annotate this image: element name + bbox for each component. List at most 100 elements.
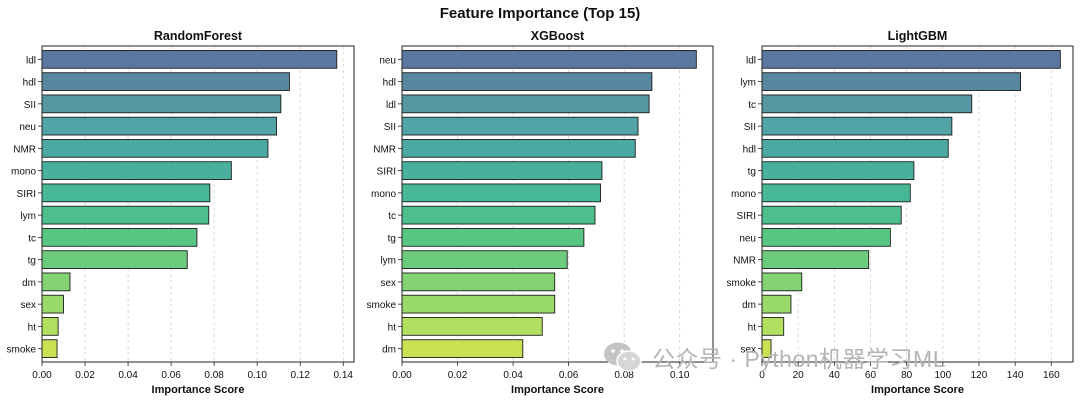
x-tick-label: 0.10 xyxy=(247,370,267,381)
bar-NMR xyxy=(41,139,269,158)
x-tick-label: 0.00 xyxy=(32,370,52,381)
y-tick-label: hdl xyxy=(383,78,396,89)
bar-tc xyxy=(41,228,198,247)
axes-frame xyxy=(41,45,355,363)
x-tick-label: 0.14 xyxy=(334,370,354,381)
y-tick-label: SII xyxy=(384,122,396,133)
y-tick-label: SII xyxy=(744,122,756,133)
bar-lym xyxy=(41,205,210,225)
y-tick-label: tc xyxy=(388,211,396,222)
bar-sex xyxy=(401,272,556,292)
chart-panel-0: ldl hdl SII neu NMR mono SIRI lym tc tg dm sex ht smo… xyxy=(7,29,355,396)
x-tick-label: 80 xyxy=(901,370,913,381)
y-tick-label: smoke xyxy=(7,345,37,356)
y-tick-label: ht xyxy=(748,322,757,333)
axes-frame xyxy=(401,45,714,363)
bar-sex xyxy=(41,294,64,314)
bar-dm xyxy=(761,294,792,314)
bar-tc xyxy=(401,205,596,225)
bar-smoke xyxy=(761,272,803,292)
bar-dm xyxy=(401,339,524,358)
bar-ldl xyxy=(761,50,1061,69)
axes-frame xyxy=(761,45,1074,363)
y-tick-label: tg xyxy=(28,256,36,267)
x-tick-label: 0.06 xyxy=(161,370,181,381)
bar-SIRI xyxy=(761,205,902,225)
x-tick-label: 20 xyxy=(793,370,805,381)
bar-SIRI xyxy=(41,183,211,203)
bar-SIRI xyxy=(401,161,603,180)
y-tick-label: sex xyxy=(740,345,756,356)
chart-title: XGBoost xyxy=(531,29,585,43)
bar-hdl xyxy=(41,72,290,91)
y-tick-label: dm xyxy=(22,278,36,289)
y-tick-label: hdl xyxy=(23,78,36,89)
chart-title: RandomForest xyxy=(154,29,243,43)
bar-NMR xyxy=(761,250,870,269)
bar-smoke xyxy=(41,339,58,358)
x-tick-label: 0.06 xyxy=(559,370,579,381)
figure-title: Feature Importance (Top 15) xyxy=(439,5,641,22)
bar-ldl xyxy=(41,50,338,69)
y-tick-label: ht xyxy=(28,322,37,333)
x-tick-label: 0.00 xyxy=(392,370,412,381)
bar-hdl xyxy=(401,72,653,91)
watermark-text: 公众号 · Python机器学习ML xyxy=(652,346,946,372)
bar-ht xyxy=(401,317,543,336)
y-tick-label: ldl xyxy=(386,100,396,111)
bar-tg xyxy=(41,250,188,269)
x-tick-label: 0.04 xyxy=(118,370,138,381)
x-axis-label: Importance Score xyxy=(511,384,604,396)
x-tick-label: 140 xyxy=(1007,370,1024,381)
bar-ldl xyxy=(401,94,650,114)
y-tick-label: tg xyxy=(748,167,756,178)
y-tick-label: NMR xyxy=(733,256,756,267)
x-tick-label: 0.04 xyxy=(503,370,523,381)
bar-tg xyxy=(761,161,915,180)
y-tick-label: hdl xyxy=(743,144,756,155)
x-tick-label: 0.02 xyxy=(75,370,95,381)
bar-SII xyxy=(401,116,639,136)
chart-panel-1: neu hdl ldl SII NMR SIRI mono tc tg lym sex smoke ht… xyxy=(367,29,714,396)
y-tick-label: ldl xyxy=(746,55,756,66)
bar-dm xyxy=(41,272,71,292)
bar-neu xyxy=(761,228,891,247)
y-tick-label: SII xyxy=(24,100,36,111)
y-tick-label: mono xyxy=(11,167,36,178)
y-tick-label: ldl xyxy=(26,55,36,66)
x-axis-label: Importance Score xyxy=(152,384,245,396)
y-tick-label: lym xyxy=(380,256,396,267)
y-tick-label: sex xyxy=(20,300,36,311)
bar-neu xyxy=(41,116,277,136)
bar-neu xyxy=(401,50,697,69)
x-tick-label: 100 xyxy=(934,370,951,381)
bar-smoke xyxy=(401,294,556,314)
bar-mono xyxy=(41,161,232,180)
y-tick-label: SIRI xyxy=(737,211,756,222)
chart-panel-2: ldl lym tc SII hdl tg mono SIRI neu NMR smoke dm ht s… xyxy=(727,29,1074,396)
y-tick-label: neu xyxy=(379,55,396,66)
x-tick-label: 160 xyxy=(1043,370,1060,381)
bar-ht xyxy=(761,317,785,336)
y-tick-label: dm xyxy=(742,300,756,311)
x-tick-label: 0.08 xyxy=(614,370,634,381)
y-tick-label: dm xyxy=(382,345,396,356)
x-tick-label: 0.02 xyxy=(448,370,468,381)
chart-title: LightGBM xyxy=(888,29,948,43)
y-tick-label: NMR xyxy=(373,144,396,155)
x-tick-label: 0.08 xyxy=(204,370,224,381)
x-tick-label: 120 xyxy=(971,370,988,381)
x-axis-label: Importance Score xyxy=(871,384,964,396)
y-tick-label: lym xyxy=(740,78,756,89)
x-tick-label: 60 xyxy=(865,370,877,381)
bar-ht xyxy=(41,317,59,336)
y-tick-label: tc xyxy=(28,233,36,244)
y-tick-label: lym xyxy=(20,211,36,222)
bar-lym xyxy=(761,72,1022,91)
y-tick-label: SIRI xyxy=(17,189,36,200)
y-tick-label: smoke xyxy=(367,300,397,311)
y-tick-label: tc xyxy=(748,100,756,111)
y-tick-label: mono xyxy=(371,189,396,200)
